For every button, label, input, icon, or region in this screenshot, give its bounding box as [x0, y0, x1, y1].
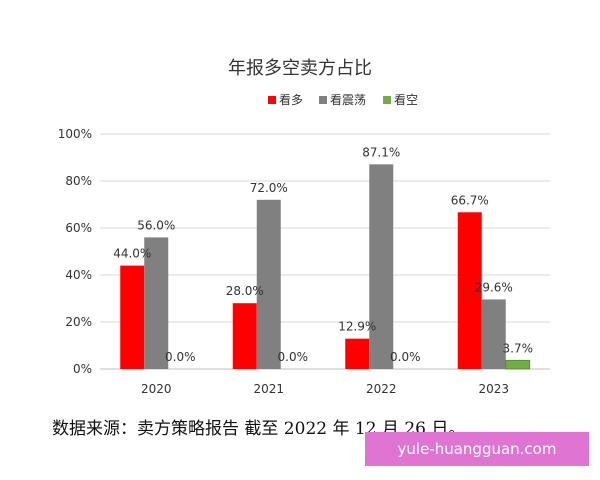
- bar-2023-0: [457, 212, 482, 369]
- chart: 年报多空卖方占比 看多 看震荡 看空 0% 20% 40% 60% 80% 100% 44.0…: [58, 58, 550, 396]
- legend: 看多 看震荡 看空: [268, 93, 418, 107]
- data-label-2022-0: 12.9%: [338, 320, 376, 334]
- chart-title: 年报多空卖方占比: [228, 58, 372, 79]
- bar-2023-2: [505, 359, 531, 370]
- legend-label-1: 看震荡: [330, 93, 366, 107]
- data-label-2021-2: 0.0%: [278, 350, 309, 364]
- legend-label-2: 看空: [394, 93, 418, 107]
- y-tick-label: 20%: [65, 315, 92, 329]
- x-tick-label: 2020: [141, 382, 172, 396]
- data-label-2021-0: 28.0%: [226, 284, 264, 298]
- watermark-banner: yule-huangguan.com: [365, 432, 589, 466]
- bar-2020-1: [144, 237, 169, 369]
- bar-2020-0: [120, 265, 145, 369]
- data-label-2020-2: 0.0%: [165, 350, 196, 364]
- y-tick-label: 40%: [65, 268, 92, 282]
- x-tick-label: 2021: [253, 382, 284, 396]
- data-label-2022-1: 87.1%: [362, 145, 400, 159]
- y-tick-label: 0%: [73, 362, 92, 376]
- legend-swatch-2: [383, 96, 391, 104]
- bar-2021-0: [232, 303, 257, 369]
- data-label-2021-1: 72.0%: [250, 181, 288, 195]
- bars: [120, 164, 531, 370]
- y-axis: 0% 20% 40% 60% 80% 100%: [58, 127, 92, 376]
- bar-2022-1: [369, 164, 394, 369]
- x-axis: 2020 2021 2022 2023: [141, 382, 509, 396]
- data-label-2022-2: 0.0%: [390, 350, 421, 364]
- bar-2022-0: [345, 338, 370, 369]
- x-tick-label: 2022: [366, 382, 397, 396]
- source-note: 数据来源：卖方策略报告 截至 2022 年 12 月 26 日。: [52, 419, 466, 439]
- bar-2023-1: [481, 299, 506, 369]
- data-label-2020-1: 56.0%: [137, 218, 175, 232]
- x-tick-label: 2023: [478, 382, 509, 396]
- data-label-2020-0: 44.0%: [113, 247, 151, 261]
- data-label-2023-0: 66.7%: [451, 193, 489, 207]
- legend-swatch-0: [268, 96, 276, 104]
- y-tick-label: 80%: [65, 174, 92, 188]
- legend-swatch-1: [319, 96, 327, 104]
- y-tick-label: 100%: [58, 127, 92, 141]
- y-tick-label: 60%: [65, 221, 92, 235]
- data-labels: 44.0% 56.0% 0.0% 28.0% 72.0% 0.0% 12.9% 87.1% 0.…: [113, 145, 533, 364]
- legend-label-0: 看多: [279, 93, 303, 107]
- bar-2021-1: [256, 199, 281, 369]
- data-label-2023-2: 3.7%: [503, 341, 534, 355]
- data-label-2023-1: 29.6%: [475, 280, 513, 294]
